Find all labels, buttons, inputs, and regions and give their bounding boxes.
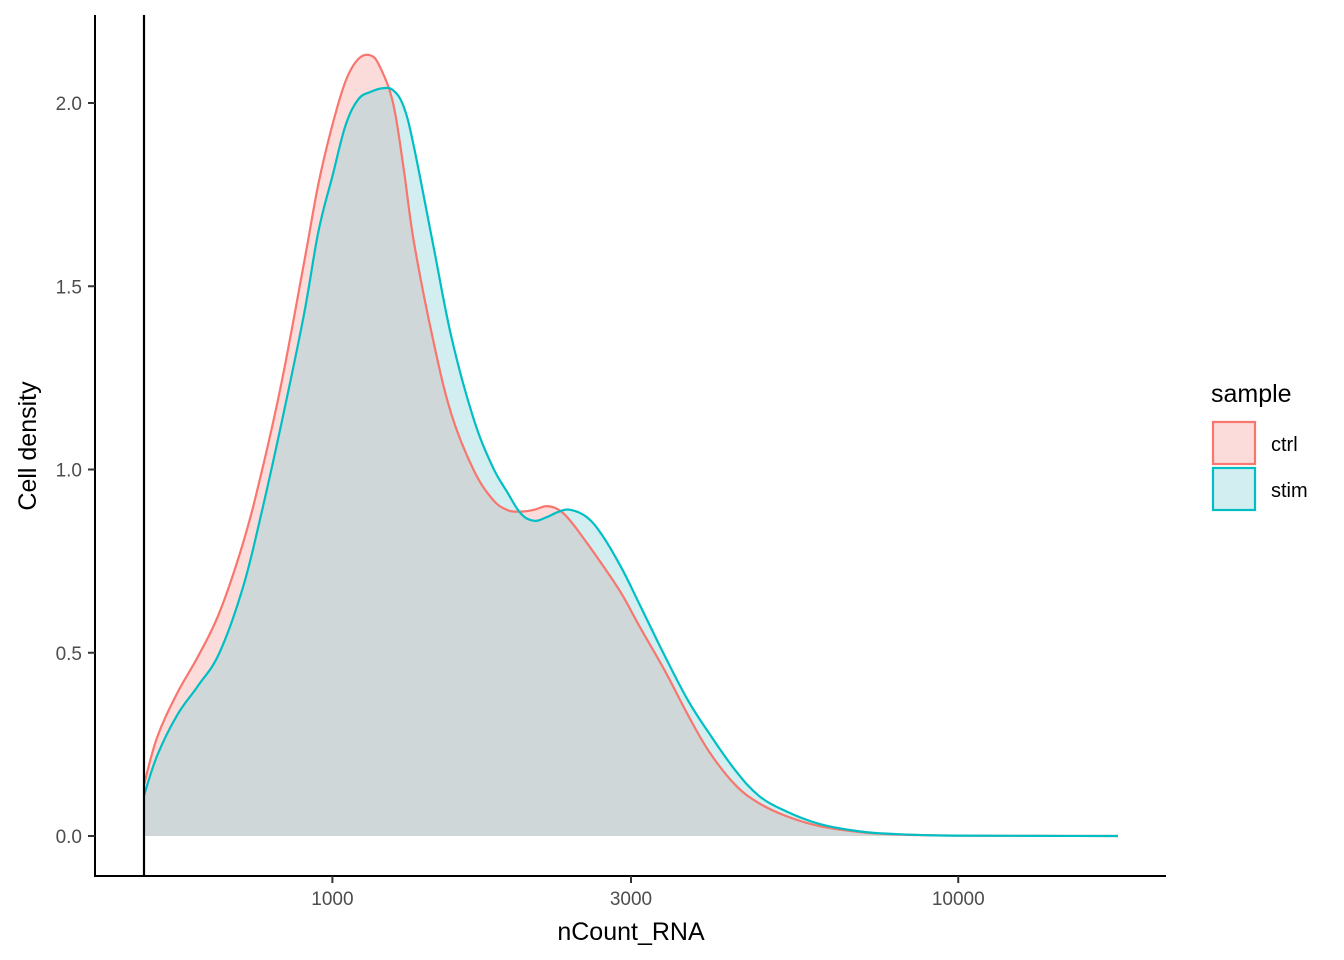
x-axis-title: nCount_RNA — [557, 918, 705, 946]
legend-title: sample — [1211, 380, 1292, 408]
y-tick-label: 1.0 — [56, 461, 82, 482]
x-tick-label: 3000 — [610, 889, 652, 910]
legend: sample ctrl stim — [1211, 380, 1308, 512]
x-tick-label: 10000 — [932, 889, 985, 910]
legend-label-ctrl: ctrl — [1271, 434, 1298, 456]
overlap-density-area — [144, 87, 1118, 836]
y-tick-label: 2.0 — [56, 94, 82, 115]
y-tick-label: 1.5 — [56, 277, 82, 298]
axes: 0.0 0.5 1.0 1.5 2.0 1000 3000 10000 — [56, 15, 1166, 910]
plot-area — [142, 53, 1119, 838]
legend-key-stim — [1211, 466, 1257, 512]
y-tick-label: 0.5 — [56, 644, 82, 665]
legend-label-stim: stim — [1271, 480, 1308, 502]
y-axis-title: Cell density — [14, 381, 42, 511]
x-axis-ticks: 1000 3000 10000 — [311, 876, 985, 910]
legend-item-stim: stim — [1211, 466, 1308, 512]
y-tick-label: 0.0 — [56, 827, 82, 848]
y-axis-ticks: 0.0 0.5 1.0 1.5 2.0 — [56, 94, 95, 848]
legend-key-ctrl — [1211, 420, 1257, 466]
stim-density-line — [142, 86, 1119, 838]
x-tick-label: 1000 — [311, 889, 353, 910]
ctrl-density-line — [142, 53, 1119, 838]
legend-item-ctrl: ctrl — [1211, 420, 1298, 466]
